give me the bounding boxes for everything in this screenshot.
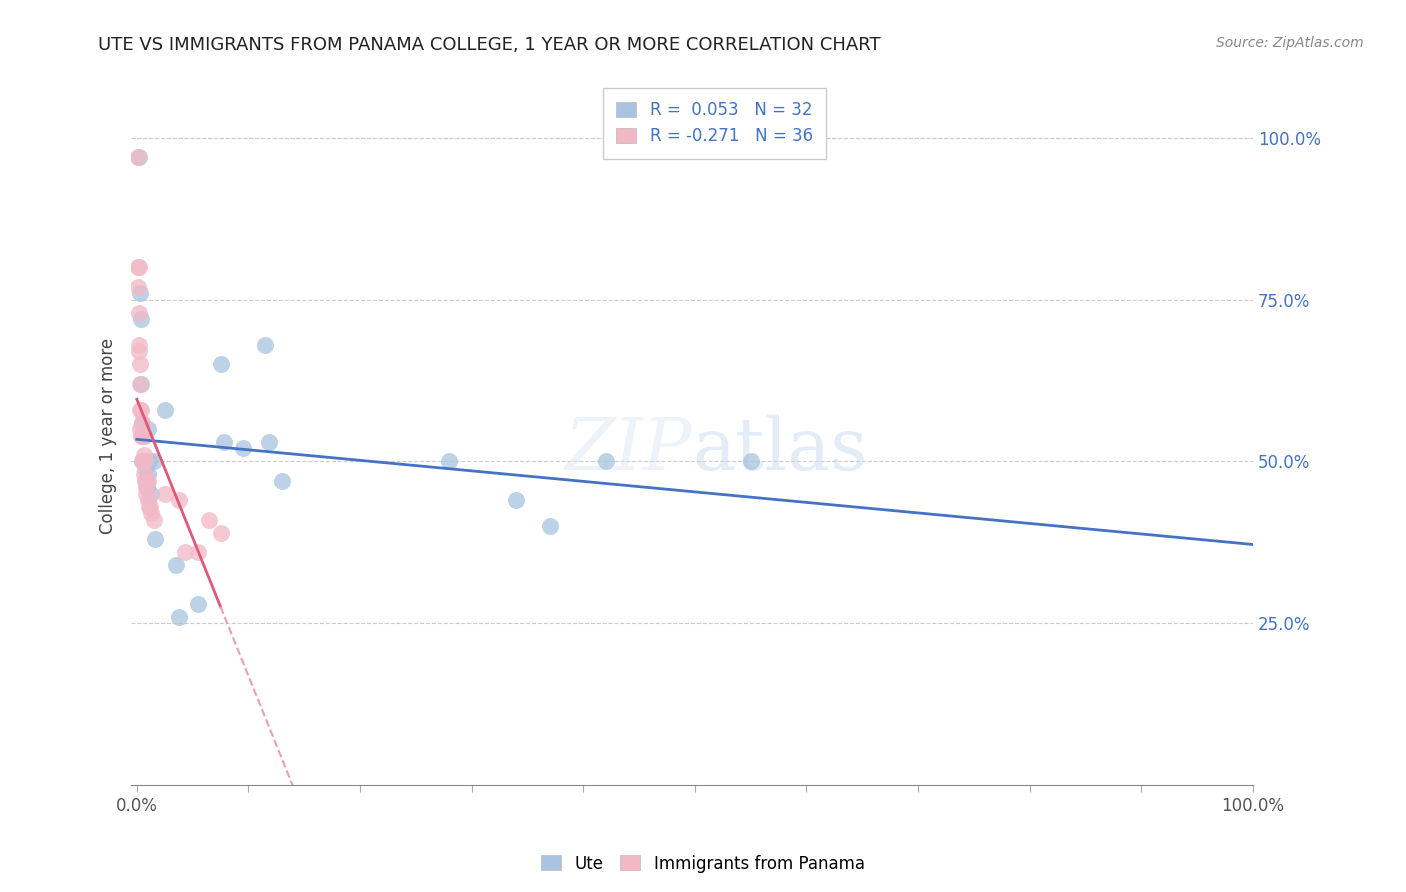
Point (139, 500, 162, 514)
Point (142, 513, 165, 527)
Point (198, 513, 221, 527)
Point (127, 151, 149, 165)
Point (129, 358, 152, 372)
Point (173, 545, 195, 559)
Point (128, 338, 150, 352)
Text: atlas: atlas (692, 414, 868, 484)
Point (128, 151, 150, 165)
Point (595, 454, 617, 468)
Point (439, 454, 461, 468)
Text: ZIP: ZIP (565, 414, 692, 484)
Point (209, 358, 232, 372)
Point (129, 402, 152, 417)
Point (153, 402, 176, 417)
Point (138, 500, 160, 514)
Point (129, 422, 152, 436)
Point (132, 467, 155, 482)
Point (129, 376, 152, 391)
Point (131, 454, 153, 468)
Point (271, 474, 294, 488)
Point (129, 376, 152, 391)
Point (134, 454, 156, 468)
Point (232, 442, 254, 456)
Point (136, 422, 159, 436)
Point (129, 312, 152, 326)
Point (132, 454, 155, 468)
Point (740, 454, 762, 468)
Point (505, 493, 527, 508)
Point (187, 545, 209, 559)
Point (136, 474, 159, 488)
Point (141, 506, 163, 520)
Point (131, 454, 153, 468)
Point (134, 461, 156, 475)
Point (128, 260, 150, 275)
Point (257, 435, 280, 450)
Point (132, 428, 155, 442)
Legend: Ute, Immigrants from Panama: Ute, Immigrants from Panama (534, 848, 872, 880)
Point (129, 428, 152, 442)
Point (135, 480, 157, 494)
Point (129, 286, 152, 301)
Point (127, 260, 149, 275)
Point (165, 558, 187, 572)
Point (187, 597, 209, 611)
Point (134, 474, 156, 488)
Point (132, 448, 155, 462)
Point (138, 454, 160, 468)
Point (142, 454, 165, 468)
Point (128, 344, 150, 359)
Point (153, 487, 176, 501)
Point (141, 487, 163, 501)
Point (136, 467, 159, 482)
Point (136, 493, 159, 508)
Point (167, 493, 190, 508)
Legend: R =  0.053   N = 32, R = -0.271   N = 36: R = 0.053 N = 32, R = -0.271 N = 36 (603, 87, 827, 159)
Point (131, 428, 153, 442)
Point (167, 609, 190, 624)
Text: UTE VS IMMIGRANTS FROM PANAMA COLLEGE, 1 YEAR OR MORE CORRELATION CHART: UTE VS IMMIGRANTS FROM PANAMA COLLEGE, 1… (98, 36, 882, 54)
Point (143, 532, 166, 546)
Point (132, 428, 155, 442)
Point (128, 306, 150, 320)
Point (209, 525, 232, 540)
Point (131, 416, 153, 430)
Text: Source: ZipAtlas.com: Source: ZipAtlas.com (1216, 36, 1364, 50)
Point (129, 402, 152, 417)
Point (131, 416, 153, 430)
Point (135, 487, 157, 501)
Point (135, 474, 157, 488)
Point (254, 338, 277, 352)
Point (127, 280, 149, 294)
Point (212, 435, 235, 450)
Point (135, 474, 157, 488)
Y-axis label: College, 1 year or more: College, 1 year or more (100, 337, 117, 533)
Point (538, 519, 561, 533)
Point (135, 480, 157, 494)
